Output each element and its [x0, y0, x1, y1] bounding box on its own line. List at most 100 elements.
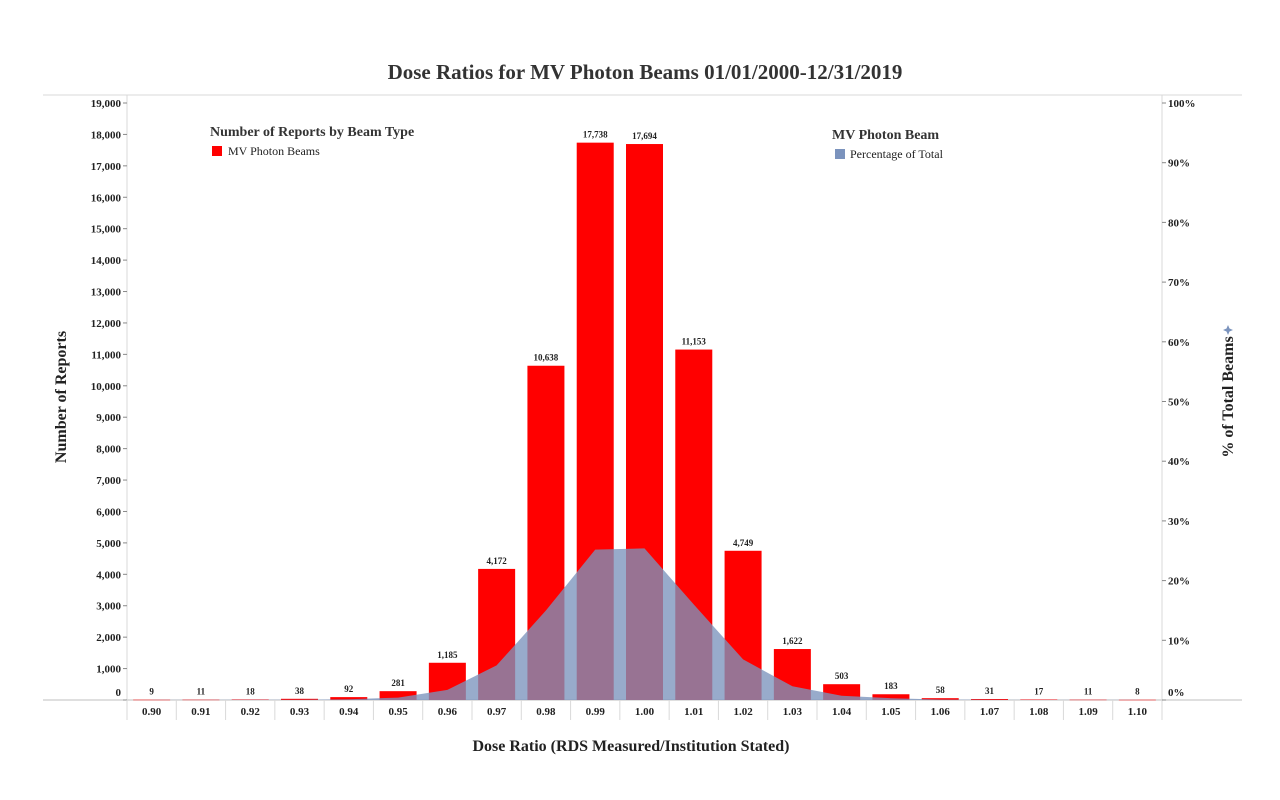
x-tick-label: 0.93: [290, 706, 310, 718]
bar-0.94: [330, 697, 368, 700]
y-tick-label: 8,000: [96, 444, 121, 456]
bar-1.07: [971, 699, 1008, 700]
bar-label-0.93: 38: [295, 686, 305, 696]
bar-1.06: [921, 698, 959, 700]
x-tick-label: 0.94: [339, 706, 359, 718]
y-tick-label: 0: [116, 687, 122, 699]
y2-tick-label: 30%: [1168, 516, 1190, 528]
bar-label-1.07: 31: [985, 686, 995, 696]
x-tick-label: 1.04: [832, 706, 852, 718]
y-tick-label: 16,000: [91, 192, 122, 204]
y2-tick-label: 80%: [1168, 217, 1190, 229]
y-tick-label: 19,000: [91, 98, 122, 110]
x-tick-label: 0.92: [241, 706, 261, 718]
y-axis-title: Number of Reports: [53, 331, 70, 463]
x-tick-label: 1.05: [881, 706, 901, 718]
x-tick-label: 0.99: [586, 706, 606, 718]
y-tick-label: 12,000: [91, 318, 122, 330]
y2-tick-label: 40%: [1168, 456, 1190, 468]
bar-label-0.90: 9: [149, 687, 154, 697]
bar-label-1.06: 58: [936, 685, 946, 695]
y-tick-label: 9,000: [96, 412, 121, 424]
y2-tick-label: 90%: [1168, 158, 1190, 170]
bar-label-0.92: 18: [246, 686, 256, 696]
bar-label-1.01: 11,153: [682, 337, 707, 347]
left-axis-ticks: 0 1,000 2,000 3,000 4,000 5,000 6,000 7,000 8,00…: [91, 98, 127, 701]
y-tick-label: 1,000: [96, 664, 121, 676]
legend-reports: Number of Reports by Beam Type MV Photon…: [210, 125, 414, 158]
bar-label-1.03: 1,622: [782, 636, 803, 646]
legend-item-percentage: Percentage of Total: [850, 147, 944, 161]
right-axis-ticks: 0% 10% 20% 30% 40% 50% 60% 70% 80% 90% 100%: [1162, 98, 1196, 701]
bar-label-1.10: 8: [1135, 687, 1140, 697]
x-axis-title: Dose Ratio (RDS Measured/Institution Sta…: [472, 738, 789, 755]
bar-label-0.97: 4,172: [487, 556, 508, 566]
y-tick-label: 15,000: [91, 224, 122, 236]
legend-title-reports: Number of Reports by Beam Type: [210, 125, 414, 140]
y2-axis-title: % of Total Beams: [1220, 336, 1237, 457]
area-series: [151, 548, 1138, 700]
y2-tick-label: 100%: [1168, 98, 1196, 110]
x-tick-label: 0.95: [388, 706, 408, 718]
bar-label-0.96: 1,185: [437, 650, 458, 660]
x-tick-label: 0.96: [438, 706, 458, 718]
y-tick-label: 7,000: [96, 475, 121, 487]
x-tick-label: 0.91: [191, 706, 210, 718]
bar-label-1.08: 17: [1034, 686, 1044, 696]
legend-title-mv-photon-beam: MV Photon Beam: [832, 128, 939, 143]
x-tick-label: 1.07: [980, 706, 1000, 718]
bar-label-1.09: 11: [1084, 687, 1093, 697]
bar-0.92: [231, 699, 269, 700]
y2-tick-label: 60%: [1168, 337, 1190, 349]
x-tick-label: 1.08: [1029, 706, 1049, 718]
y2-tick-label: 10%: [1168, 635, 1190, 647]
y-tick-label: 4,000: [96, 569, 121, 581]
bar-label-0.95: 281: [391, 678, 405, 688]
bar-label-0.99: 17,738: [583, 130, 608, 140]
y2-tick-label: 50%: [1168, 397, 1190, 409]
x-tick-label: 1.03: [783, 706, 803, 718]
y2-tick-label: 70%: [1168, 277, 1190, 289]
x-tick-label: 1.00: [635, 706, 655, 718]
y-tick-label: 11,000: [91, 349, 121, 361]
bar-label-0.98: 10,638: [534, 353, 559, 363]
x-tick-label: 0.98: [536, 706, 556, 718]
x-tick-label: 1.10: [1128, 706, 1148, 718]
bar-label-1.05: 183: [884, 681, 898, 691]
bar-1.08: [1020, 699, 1058, 700]
legend-percentage: MV Photon Beam Percentage of Total: [832, 128, 944, 161]
legend-swatch-mv-photon: [212, 146, 222, 156]
chart-title: Dose Ratios for MV Photon Beams 01/01/20…: [388, 60, 903, 84]
bar-label-1.02: 4,749: [733, 538, 754, 548]
y2-tick-label: 0%: [1168, 687, 1185, 699]
y-tick-label: 3,000: [96, 601, 121, 613]
x-tick-label: 0.97: [487, 706, 507, 718]
x-tick-label: 1.09: [1078, 706, 1098, 718]
x-tick-label: 1.01: [684, 706, 703, 718]
y-tick-label: 6,000: [96, 506, 121, 518]
bar-0.95: [379, 691, 417, 700]
bar-label-0.91: 11: [197, 687, 206, 697]
bar-label-1.00: 17,694: [632, 131, 657, 141]
x-tick-label: 1.02: [733, 706, 753, 718]
x-tick-label: 1.06: [931, 706, 951, 718]
y-tick-label: 17,000: [91, 161, 122, 173]
legend-item-mv-photon: MV Photon Beams: [228, 144, 320, 158]
pin-icon[interactable]: [1223, 325, 1233, 335]
x-tick-label: 0.90: [142, 706, 162, 718]
bar-1.05: [872, 694, 910, 700]
y-tick-label: 13,000: [91, 287, 122, 299]
bar-label-1.04: 503: [835, 671, 849, 681]
y-tick-label: 18,000: [91, 129, 122, 141]
y-tick-label: 10,000: [91, 381, 122, 393]
legend-swatch-percentage: [835, 149, 845, 159]
y-tick-label: 14,000: [91, 255, 122, 267]
bar-label-0.94: 92: [344, 684, 354, 694]
y-tick-label: 5,000: [96, 538, 121, 550]
x-axis-ticks: 0.90 0.91 0.92 0.93 0.94 0.95 0.96 0.97 0.98 0.99…: [126, 700, 1148, 720]
y-tick-label: 2,000: [96, 632, 121, 644]
bar-0.93: [281, 698, 318, 700]
